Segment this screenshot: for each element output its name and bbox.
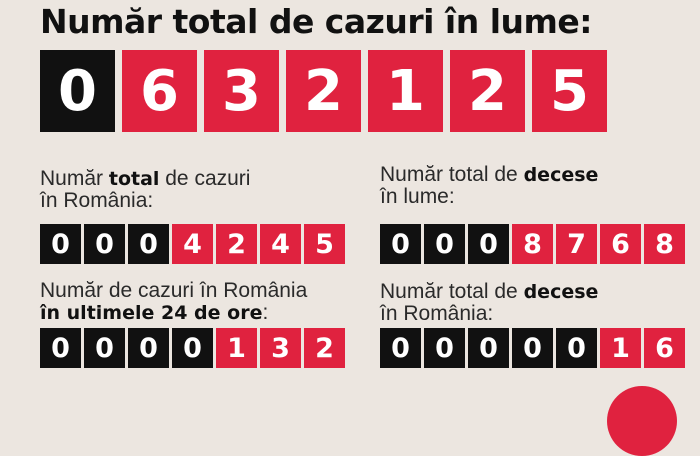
world-deaths-label: Număr total de decese în lume: [380,164,598,208]
ro-total-label-pre: Număr [40,167,109,190]
world-deaths-digit: 8 [644,224,685,264]
ro-deaths-digit: 0 [380,328,421,368]
ro-deaths-digit: 1 [600,328,641,368]
world-cases-digit: 5 [532,50,607,132]
ro-24h-digit: 0 [172,328,213,368]
world-deaths-label-line2: în lume: [380,185,455,208]
ro-total-digit: 0 [128,224,169,264]
ro-deaths-label-line2: în România: [380,302,494,325]
world-cases-digit: 0 [40,50,115,132]
ro-24h-label-line1: Număr de cazuri în România [40,279,308,302]
ro-deaths-label-bold: decese [523,281,599,303]
ro-total-label-line2: în România: [40,189,154,212]
ro-deaths-label-pre: Număr total de [380,280,524,303]
ro-24h-digit: 0 [128,328,169,368]
world-deaths-digit: 6 [600,224,641,264]
world-deaths-digit: 0 [424,224,465,264]
ro-24h-digit: 1 [216,328,257,368]
ro-deaths-label: Număr total de decese în România: [380,281,598,325]
ro-total-label-post: de cazuri [159,167,251,190]
ro-total-label-bold: total [108,168,160,190]
world-deaths-digit: 8 [512,224,553,264]
world-deaths-digit: 7 [556,224,597,264]
ro-total-digit: 0 [84,224,125,264]
ro-total-digit: 4 [172,224,213,264]
ro-deaths-digit: 0 [468,328,509,368]
ro-total-digit: 5 [304,224,345,264]
world-cases-digit: 2 [286,50,361,132]
ro-deaths-digit: 0 [556,328,597,368]
world-cases-digit: 2 [450,50,525,132]
world-cases-digit: 3 [204,50,279,132]
ro-total-digit: 4 [260,224,301,264]
ro-24h-label-bold: în ultimele 24 de ore [40,302,263,324]
ro-deaths-digit: 0 [512,328,553,368]
ro-24h-label: Număr de cazuri în România în ultimele 2… [40,279,308,325]
world-deaths-digit: 0 [380,224,421,264]
ro-24h-digit: 3 [260,328,301,368]
world-deaths-digit: 0 [468,224,509,264]
world-deaths-label-pre: Număr total de [380,163,524,186]
ro-24h-digit: 0 [84,328,125,368]
ro-deaths-digit: 0 [424,328,465,368]
world-cases-digit: 1 [368,50,443,132]
page-title: Număr total de cazuri în lume: [40,2,592,41]
ro-24h-digit: 2 [304,328,345,368]
ro-24h-digit: 0 [40,328,81,368]
ro-total-digit: 2 [216,224,257,264]
ro-deaths-digit: 6 [644,328,685,368]
ro-24h-label-post: : [262,301,269,324]
world-deaths-label-bold: decese [523,164,599,186]
world-cases-digit: 6 [122,50,197,132]
decorative-circle [607,386,677,456]
ro-total-label: Număr total de cazuri în România: [40,168,250,212]
ro-total-digit: 0 [40,224,81,264]
